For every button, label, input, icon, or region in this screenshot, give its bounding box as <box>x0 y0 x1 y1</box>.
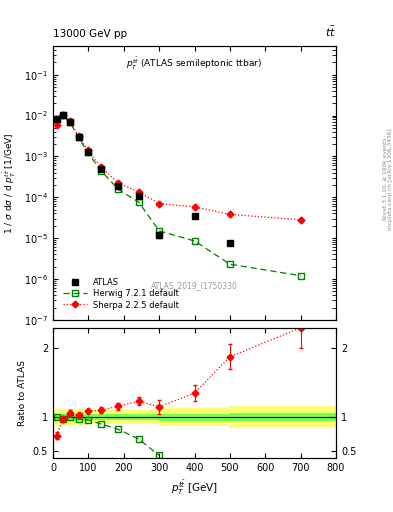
Bar <box>88 414 159 420</box>
Text: mcplots.cern.ch [arXiv:1306.3436]: mcplots.cern.ch [arXiv:1306.3436] <box>388 129 393 230</box>
Bar <box>159 414 230 420</box>
Y-axis label: 1 / $\sigma$ d$\sigma$ / d $p_T^{t\bar{t}}$ [1/GeV]: 1 / $\sigma$ d$\sigma$ / d $p_T^{t\bar{t… <box>2 132 18 234</box>
Text: Rivet 3.1.10, ≥ 100k events: Rivet 3.1.10, ≥ 100k events <box>383 138 387 221</box>
X-axis label: $p_T^{t\bar{t}}$ [GeV]: $p_T^{t\bar{t}}$ [GeV] <box>171 479 218 497</box>
Bar <box>88 410 159 424</box>
Bar <box>53 414 88 420</box>
Legend: ATLAS, Herwig 7.2.1 default, Sherpa 2.2.5 default: ATLAS, Herwig 7.2.1 default, Sherpa 2.2.… <box>60 275 183 313</box>
Y-axis label: Ratio to ATLAS: Ratio to ATLAS <box>18 360 27 426</box>
Bar <box>159 408 230 426</box>
Text: 13000 GeV pp: 13000 GeV pp <box>53 29 127 39</box>
Text: ATLAS_2019_I1750330: ATLAS_2019_I1750330 <box>151 281 238 290</box>
Bar <box>230 406 336 428</box>
Bar <box>53 409 88 425</box>
Bar <box>230 413 336 421</box>
Text: $p_T^{t\bar{t}}$ (ATLAS semileptonic ttbar): $p_T^{t\bar{t}}$ (ATLAS semileptonic ttb… <box>127 56 263 72</box>
Text: $t\bar{t}$: $t\bar{t}$ <box>325 25 336 39</box>
